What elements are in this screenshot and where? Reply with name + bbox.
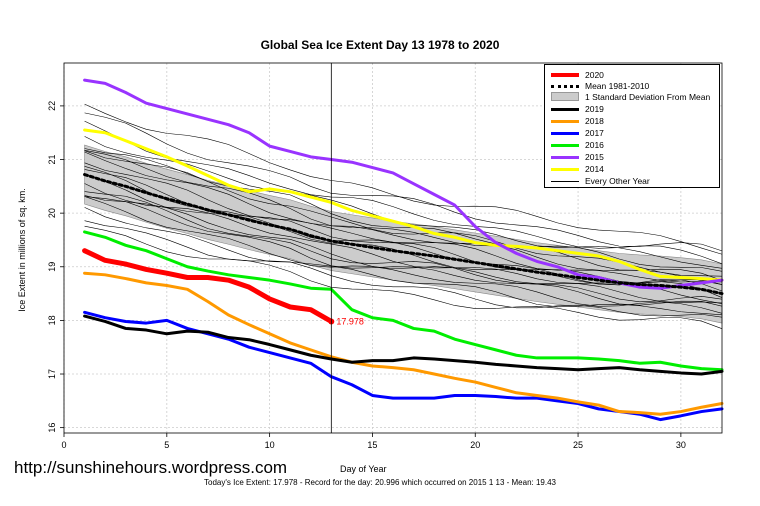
series-line-2016 (83, 230, 724, 372)
y-tick-label: 18 (47, 315, 57, 325)
legend-label: 2016 (585, 139, 604, 150)
legend-entry-2015: 2015 (549, 151, 604, 162)
y-tick-label: 17 (47, 369, 57, 379)
series-line-2019 (83, 314, 724, 376)
watermark-url: http://sunshinehours.wordpress.com (14, 458, 288, 477)
series-line-2014 (83, 128, 724, 282)
y-tick-label: 20 (47, 208, 57, 218)
y-tick-label: 16 (47, 423, 57, 433)
legend-label: 2018 (585, 115, 604, 126)
legend-label: 1 Standard Deviation From Mean (585, 91, 711, 102)
legend-label: Every Other Year (585, 175, 650, 186)
every-other-year-line (84, 103, 723, 255)
series-lines: 17.978 (82, 78, 724, 422)
legend-label: 2014 (585, 163, 604, 174)
legend-entry-2014: 2014 (549, 163, 604, 174)
axes: 0 5 10 15 20 25 30 16 17 18 19 20 21 22 (47, 62, 723, 450)
every-other-year-line (84, 112, 723, 252)
legend-label: 2020 (585, 69, 604, 80)
every-other-year-line (84, 162, 723, 283)
series-line-2017 (83, 310, 724, 422)
every-other-year-line (84, 220, 723, 318)
every-other-year-line (84, 196, 723, 314)
x-tick-label: 5 (164, 440, 169, 450)
x-tick-label: 15 (367, 440, 377, 450)
legend-entry-2016: 2016 (549, 139, 604, 150)
every-other-year-line (84, 151, 723, 285)
every-other-year-line (84, 196, 723, 307)
x-tick-label: 25 (573, 440, 583, 450)
x-tick-label: 20 (470, 440, 480, 450)
legend-entry-2017: 2017 (549, 127, 604, 138)
y-tick-label: 21 (47, 155, 57, 165)
legend-entry-mean: Mean 1981-2010 (549, 80, 649, 91)
legend: 2020 Mean 1981-2010 1 Standard Deviation… (544, 64, 720, 188)
every-other-year-line (84, 207, 723, 316)
legend-label: Mean 1981-2010 (585, 80, 650, 91)
legend-label: 2015 (585, 151, 604, 162)
series-line-mean-1981-2010 (83, 173, 724, 296)
y-tick-label: 19 (47, 262, 57, 272)
every-other-year-line (84, 148, 723, 272)
series-line-2020 (82, 248, 334, 324)
chart-title: Global Sea Ice Extent Day 13 1978 to 202… (260, 38, 500, 52)
legend-entry-2019: 2019 (549, 103, 604, 114)
every-other-year-line (84, 195, 723, 304)
legend-label: 2017 (585, 127, 604, 138)
x-tick-label: 0 (61, 440, 66, 450)
series-line-2018 (83, 271, 724, 416)
y-axis-label: Ice Extent in millions of sq. km. (17, 188, 27, 312)
plot-frame (63, 62, 723, 434)
legend-entry-std: 1 Standard Deviation From Mean (549, 91, 710, 102)
every-other-year-line (84, 225, 723, 329)
legend-entry-2018: 2018 (549, 115, 604, 126)
legend-label: 2019 (585, 103, 604, 114)
x-tick-label: 30 (676, 440, 686, 450)
every-other-year-line (84, 150, 723, 281)
x-tick-label: 10 (265, 440, 275, 450)
every-other-year-lines (84, 103, 723, 329)
x-axis-label: Day of Year (340, 464, 387, 474)
y-tick-label: 22 (47, 101, 57, 111)
legend-entry-other-years: Every Other Year (549, 175, 650, 186)
current-value-label: 17.978 (336, 316, 364, 326)
footer-note: Today's Ice Extent: 17.978 - Record for … (204, 478, 556, 487)
every-other-year-line (84, 191, 723, 303)
legend-entry-2020: 2020 (549, 69, 604, 80)
